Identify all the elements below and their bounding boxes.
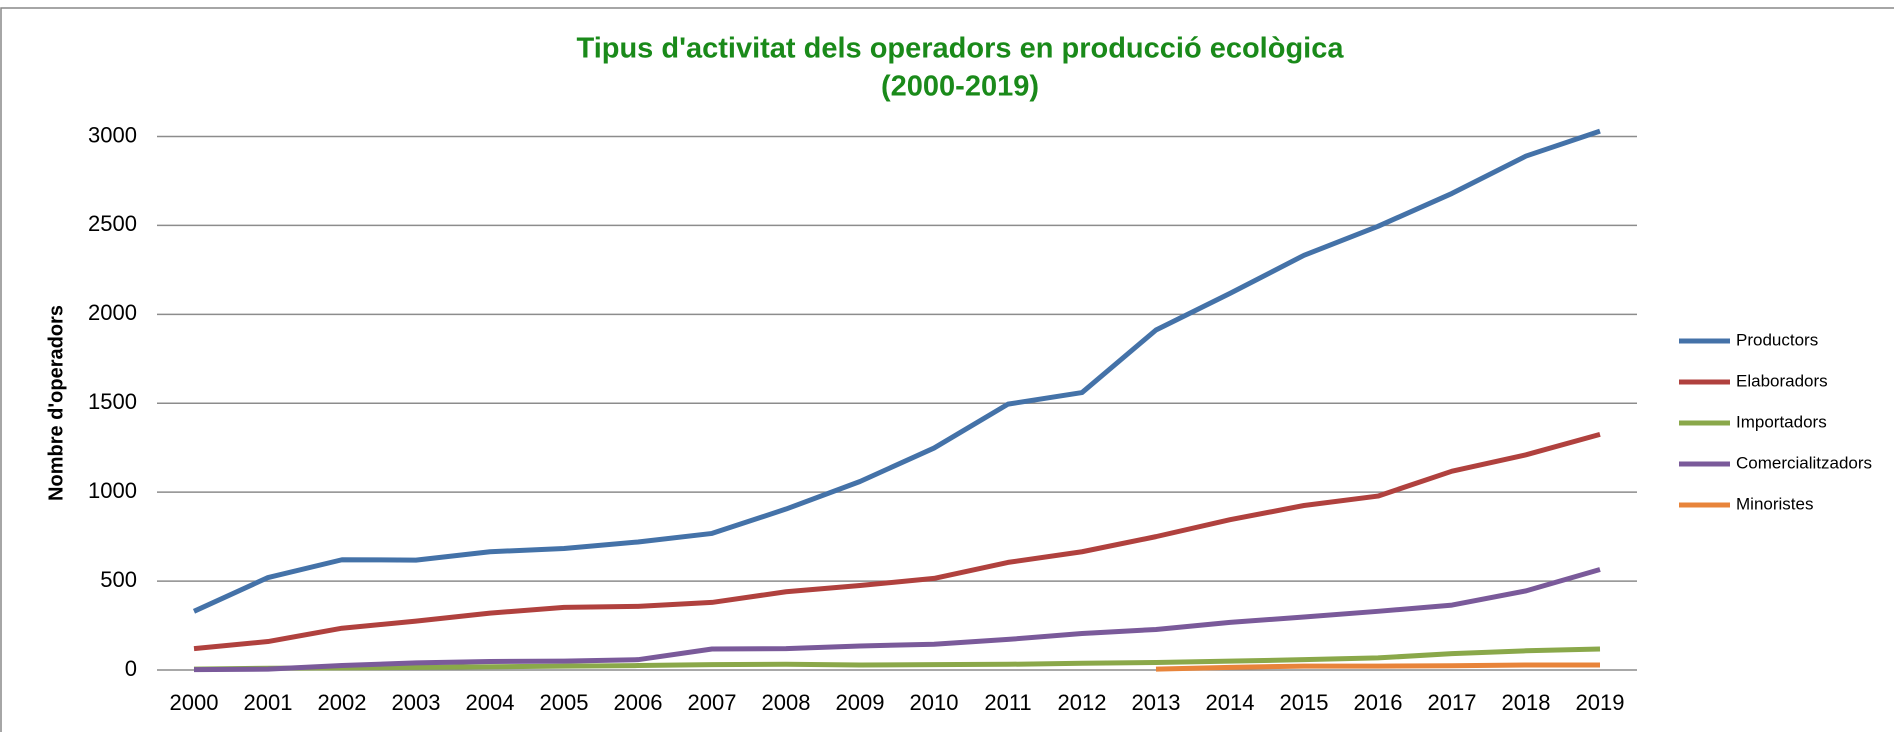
x-tick-label: 2005 bbox=[540, 690, 589, 715]
x-tick-label: 2019 bbox=[1576, 690, 1625, 715]
x-tick-label: 2013 bbox=[1132, 690, 1181, 715]
x-tick-label: 2018 bbox=[1502, 690, 1551, 715]
x-tick-label: 2001 bbox=[244, 690, 293, 715]
x-tick-label: 2011 bbox=[984, 690, 1031, 715]
y-tick-label: 0 bbox=[125, 656, 137, 681]
x-tick-label: 2006 bbox=[614, 690, 663, 715]
chart-title: (2000-2019) bbox=[881, 71, 1039, 103]
series-line bbox=[193, 431, 1601, 652]
x-tick-label: 2003 bbox=[392, 690, 441, 715]
x-tick-label: 2007 bbox=[688, 690, 737, 715]
y-tick-label: 3000 bbox=[88, 122, 137, 147]
y-tick-label: 1000 bbox=[88, 478, 137, 503]
x-tick-label: 2000 bbox=[170, 690, 219, 715]
x-tick-label: 2008 bbox=[762, 690, 811, 715]
series-line bbox=[193, 646, 1601, 672]
x-tick-label: 2002 bbox=[318, 690, 367, 715]
series-line bbox=[192, 128, 1601, 614]
legend-label: Minoristes bbox=[1736, 494, 1813, 513]
x-tick-label: 2017 bbox=[1428, 690, 1477, 715]
y-tick-label: 1500 bbox=[88, 389, 137, 414]
x-tick-label: 2012 bbox=[1058, 690, 1107, 715]
chart-title: Tipus d'activitat dels operadors en prod… bbox=[577, 33, 1345, 65]
x-tick-label: 2015 bbox=[1280, 690, 1329, 715]
x-tick-label: 2016 bbox=[1354, 690, 1403, 715]
chart-frame bbox=[0, 7, 1894, 732]
legend-label: Importadors bbox=[1736, 412, 1827, 431]
x-tick-label: 2014 bbox=[1206, 690, 1255, 715]
series-line bbox=[1155, 662, 1600, 672]
series-line bbox=[193, 567, 1601, 673]
legend-label: Comercialitzadors bbox=[1736, 453, 1872, 472]
x-tick-label: 2010 bbox=[910, 690, 959, 715]
y-axis-label: Nombre d'operadors bbox=[45, 305, 67, 501]
legend-label: Elaboradors bbox=[1736, 371, 1828, 390]
x-tick-label: 2009 bbox=[836, 690, 885, 715]
legend-label: Productors bbox=[1736, 330, 1818, 349]
y-tick-label: 500 bbox=[100, 567, 137, 592]
x-tick-label: 2004 bbox=[466, 690, 515, 715]
y-tick-label: 2500 bbox=[88, 211, 137, 236]
plot-lines bbox=[192, 128, 1601, 673]
y-tick-label: 2000 bbox=[88, 300, 137, 325]
